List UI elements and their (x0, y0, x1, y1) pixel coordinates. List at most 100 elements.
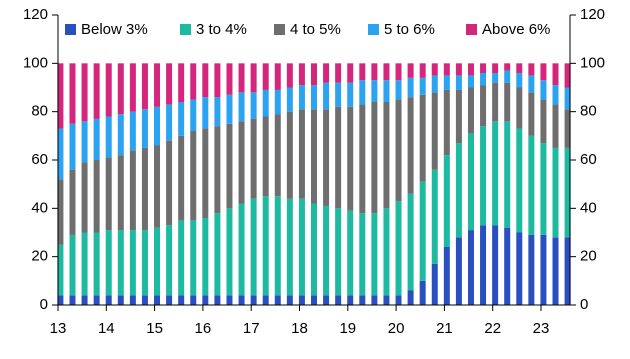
bar-segment (564, 87, 571, 110)
legend-label: Above 6% (482, 21, 550, 38)
bar-segment (190, 220, 197, 296)
y-tick-label: 40 (31, 199, 48, 216)
y2-tick-label: 100 (580, 54, 605, 71)
bar-segment (226, 295, 233, 305)
bar-segment (226, 94, 233, 124)
bar-segment (528, 234, 535, 305)
bar-segment (443, 63, 450, 76)
legend-swatch (180, 24, 191, 35)
bar-segment (298, 109, 305, 199)
bar-segment (516, 63, 523, 73)
bar-segment (347, 63, 354, 83)
bar-segment (504, 121, 511, 228)
bar-segment (335, 82, 342, 107)
bar-segment (214, 97, 221, 127)
bar-segment (407, 193, 414, 291)
bar-segment (395, 80, 402, 100)
bar-segment (492, 225, 499, 305)
bar-segment (202, 128, 209, 218)
bar-segment (335, 295, 342, 305)
bar-segment (431, 169, 438, 264)
bar-segment (286, 63, 293, 88)
bar-segment (467, 133, 474, 231)
x-tick-label: 14 (98, 320, 115, 337)
bar-segment (286, 87, 293, 112)
legend-swatch (65, 24, 76, 35)
bar-segment (81, 232, 88, 296)
bar-segment (57, 63, 64, 129)
bar-segment (492, 73, 499, 83)
bar-segment (419, 181, 426, 281)
bar-segment (431, 92, 438, 170)
bar-segment (238, 203, 245, 296)
bar-segment (202, 218, 209, 296)
bar-segment (347, 106, 354, 211)
y-tick-label: 80 (31, 103, 48, 120)
bar-segment (504, 63, 511, 71)
bar-segment (371, 213, 378, 296)
bar-segment (105, 116, 112, 158)
bar-segment (492, 82, 499, 122)
y-tick-label: 0 (40, 296, 48, 313)
bar-segment (347, 295, 354, 305)
bar-segment (395, 63, 402, 81)
legend-label: 5 to 6% (384, 21, 435, 38)
bar-segment (129, 295, 136, 305)
bar-segment (371, 295, 378, 305)
bar-segment (564, 109, 571, 148)
bar-segment (467, 230, 474, 305)
bar-segment (214, 213, 221, 296)
bar-segment (540, 143, 547, 235)
bar-segment (238, 92, 245, 122)
y2-tick-label: 60 (580, 151, 597, 168)
bar-segment (455, 143, 462, 238)
bar-segment (371, 102, 378, 214)
y-tick-label: 60 (31, 151, 48, 168)
bar-segment (419, 77, 426, 95)
bar-segment (250, 92, 257, 119)
bar-segment (93, 232, 100, 296)
bar-segment (371, 63, 378, 81)
bar-segment (552, 104, 559, 148)
bar-segment (117, 295, 124, 305)
bar-segment (238, 121, 245, 204)
bar-segment (480, 126, 487, 226)
bar-segment (347, 210, 354, 296)
bar-segment (516, 87, 523, 129)
bar-segment (105, 157, 112, 231)
bar-segment (286, 198, 293, 296)
bar-segment (407, 77, 414, 98)
bar-segment (93, 160, 100, 233)
bar-segment (347, 82, 354, 107)
bar-segment (504, 227, 511, 305)
bar-segment (250, 295, 257, 305)
bar-segment (443, 247, 450, 305)
bar-segment (480, 85, 487, 127)
bar-segment (57, 179, 64, 245)
bar-segment (178, 135, 185, 221)
bar-segment (214, 126, 221, 214)
bar-segment (323, 109, 330, 206)
bar-segment (81, 162, 88, 233)
bar-segment (407, 63, 414, 78)
bar-segment (383, 63, 390, 81)
bar-segment (274, 89, 281, 115)
bar-segment (516, 73, 523, 88)
bar-segment (226, 63, 233, 95)
bar-segment (117, 63, 124, 115)
bar-segment (298, 63, 305, 86)
bar-segment (528, 92, 535, 136)
bar-segment (238, 295, 245, 305)
bar-segment (383, 102, 390, 209)
x-tick-label: 22 (484, 320, 501, 337)
bar-segment (69, 63, 76, 124)
bar-segment (262, 63, 269, 90)
y2-tick-label: 40 (580, 199, 597, 216)
legend-label: 3 to 4% (196, 21, 247, 38)
bar-segment (552, 63, 559, 86)
y-tick-label: 20 (31, 248, 48, 265)
bar-segment (250, 63, 257, 93)
bar-segment (564, 63, 571, 88)
legend-label: 4 to 5% (290, 21, 341, 38)
